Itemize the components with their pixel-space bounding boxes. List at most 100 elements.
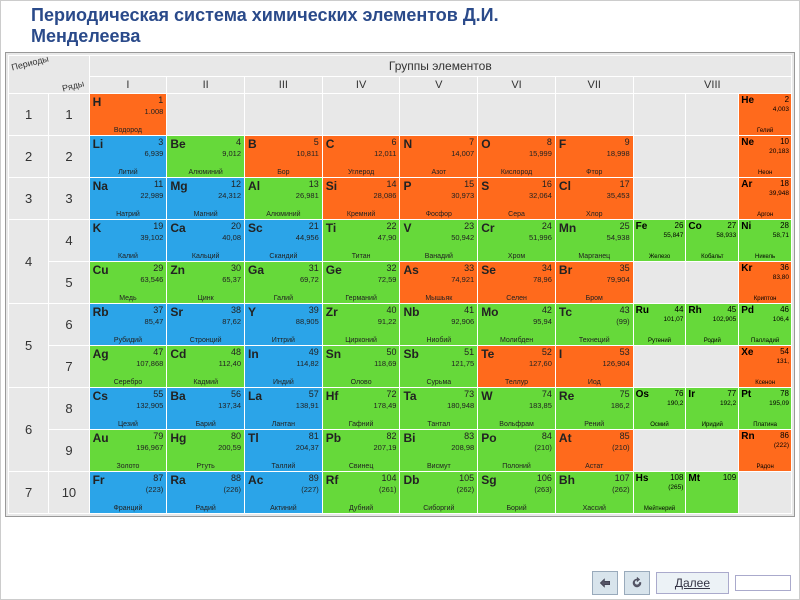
table-body: 11H11.008ВодородHe24,003Гелий22Li36,939Л… [9, 94, 792, 514]
element-cell: K1939,102Калий [89, 220, 167, 262]
element-subcell [685, 94, 738, 135]
element-subcell [634, 346, 686, 387]
corner-header: Периоды Ряды [9, 56, 90, 94]
period-number: 4 [9, 220, 49, 304]
element-cell: H11.008Водород [89, 94, 167, 136]
row-number: 10 [49, 472, 89, 514]
page-title: Периодическая система химических элемент… [1, 1, 799, 52]
element-cell: Cl1735,453Хлор [555, 178, 633, 220]
group-header-I: I [89, 77, 167, 94]
element-cell: Mn2554,938Марганец [555, 220, 633, 262]
element-cell: Al1326,981Алюминий [245, 178, 323, 220]
table-row: 5Cu2963,546МедьZn3065,37ЦинкGa3169,72Гал… [9, 262, 792, 304]
title-line-2: Менделеева [31, 26, 140, 46]
group-viii-cell: Ru44101,07РутенийRh45102,905РодийPd46106… [633, 304, 791, 346]
group-header-IV: IV [322, 77, 400, 94]
periods-label: Периоды [10, 54, 49, 73]
element-cell: Ra88(226)Радий [167, 472, 245, 514]
element-subcell [634, 178, 686, 219]
element-subcell [685, 430, 738, 471]
element-cell: Sc2144,956Скандий [245, 220, 323, 262]
element-cell [478, 94, 556, 136]
group-viii-cell: Os76190,2ОсмийIr77192,2ИридийPt78195,09П… [633, 388, 791, 430]
element-cell: I53126,904Иод [555, 346, 633, 388]
element-cell: Hf72178,49Гафний [322, 388, 400, 430]
element-cell [167, 94, 245, 136]
element-subcell: Kr3683,80Криптон [738, 262, 791, 303]
row-number: 8 [49, 388, 89, 430]
element-cell: Rb3785,47Рубидий [89, 304, 167, 346]
group-header-II: II [167, 77, 245, 94]
progress-indicator [735, 575, 791, 591]
group-header-VII: VII [555, 77, 633, 94]
group-header-VIII: VIII [633, 77, 791, 94]
element-cell: Sr3887,62Стронций [167, 304, 245, 346]
element-subcell: Mt109 [685, 472, 738, 513]
period-number: 7 [9, 472, 49, 514]
element-cell: Ba56137,34Барий [167, 388, 245, 430]
element-cell: Db105(262)Сиборгий [400, 472, 478, 514]
element-subcell: Fe2655,847Железо [634, 220, 686, 261]
element-subcell: Hs108(265)Мейтнерий [634, 472, 686, 513]
element-subcell [685, 136, 738, 177]
element-cell: Y3988,905Иттрий [245, 304, 323, 346]
table-row: 33Na1122,989НатрийMg1224,312МагнийAl1326… [9, 178, 792, 220]
rows-label: Ряды [61, 79, 85, 94]
element-subcell: He24,003Гелий [738, 94, 791, 135]
group-viii-cell: Rn86(222)Радон [633, 430, 791, 472]
element-cell: Pb82207,19Свинец [322, 430, 400, 472]
group-viii-cell: Fe2655,847ЖелезоCo2758,933КобальтNi2858,… [633, 220, 791, 262]
element-subcell [685, 346, 738, 387]
element-cell: Sb51121,75Сурьма [400, 346, 478, 388]
table-row: 56Rb3785,47РубидийSr3887,62СтронцийY3988… [9, 304, 792, 346]
element-cell: Te52127,60Теллур [478, 346, 556, 388]
element-cell: Tc43(99)Технеций [555, 304, 633, 346]
group-viii-cell: Ne1020,183Неон [633, 136, 791, 178]
group-viii-cell: He24,003Гелий [633, 94, 791, 136]
row-number: 2 [49, 136, 89, 178]
next-label: Далее [675, 576, 710, 590]
element-cell: Ac89(227)Актиний [245, 472, 323, 514]
period-number: 6 [9, 388, 49, 472]
element-subcell: Ru44101,07Рутений [634, 304, 686, 345]
element-cell: At85(210)Астат [555, 430, 633, 472]
element-subcell: Ir77192,2Иридий [685, 388, 738, 429]
element-cell: Cs55132,905Цезий [89, 388, 167, 430]
element-cell: V2350,942Ванадий [400, 220, 478, 262]
element-cell: Tl81204,37Таллий [245, 430, 323, 472]
element-cell: Cr2451,996Хром [478, 220, 556, 262]
element-cell: Mo4295,94Молибден [478, 304, 556, 346]
nav-back-button[interactable] [592, 571, 618, 595]
group-viii-cell: Xe54131,Ксенон [633, 346, 791, 388]
element-cell: Re75186,2Рений [555, 388, 633, 430]
element-cell: Sn50118,69Олово [322, 346, 400, 388]
element-cell: Po84(210)Полоний [478, 430, 556, 472]
table-row: 7Ag47107,868СереброCd48112,40КадмийIn491… [9, 346, 792, 388]
period-number: 5 [9, 304, 49, 388]
element-cell [322, 94, 400, 136]
table-row: 11H11.008ВодородHe24,003Гелий [9, 94, 792, 136]
element-cell: S1632,064Сера [478, 178, 556, 220]
group-viii-cell: Hs108(265)МейтнерийMt109 [633, 472, 791, 514]
element-cell: Mg1224,312Магний [167, 178, 245, 220]
next-button[interactable]: Далее [656, 572, 729, 594]
page: Периодическая система химических элемент… [0, 0, 800, 600]
table-row: 44K1939,102КалийCa2040,08КальцийSc2144,9… [9, 220, 792, 262]
row-number: 6 [49, 304, 89, 346]
element-subcell: Rh45102,905Родий [685, 304, 738, 345]
groups-header: Группы элементов [89, 56, 791, 77]
element-cell: Si1428,086Кремний [322, 178, 400, 220]
element-cell: F918,998Фтор [555, 136, 633, 178]
element-cell: Ti2247,90Титан [322, 220, 400, 262]
table-container: Периоды Ряды Группы элементов IIIIIIIVVV… [5, 52, 795, 517]
element-subcell: Ne1020,183Неон [738, 136, 791, 177]
element-subcell: Os76190,2Осмий [634, 388, 686, 429]
element-cell: Cd48112,40Кадмий [167, 346, 245, 388]
table-row: 710Fr87(223)ФранцийRa88(226)РадийAc89(22… [9, 472, 792, 514]
row-number: 3 [49, 178, 89, 220]
element-subcell: Pd46106,4Палладий [738, 304, 791, 345]
element-cell: Bi83208,98Висмут [400, 430, 478, 472]
nav-reload-button[interactable] [624, 571, 650, 595]
element-subcell [634, 136, 686, 177]
group-viii-cell: Kr3683,80Криптон [633, 262, 791, 304]
